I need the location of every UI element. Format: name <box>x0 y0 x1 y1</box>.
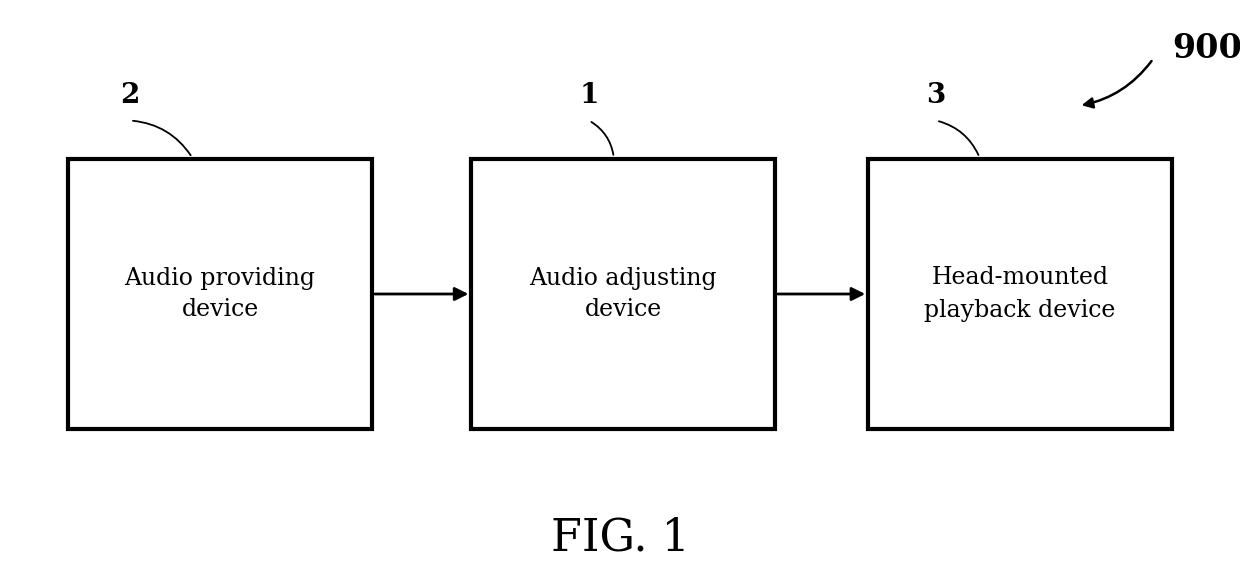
Text: 1: 1 <box>579 82 599 109</box>
Text: 3: 3 <box>926 82 946 109</box>
Text: Head-mounted
playback device: Head-mounted playback device <box>924 266 1116 322</box>
Text: 900: 900 <box>1172 32 1240 65</box>
Text: FIG. 1: FIG. 1 <box>551 516 689 560</box>
Bar <box>68 159 372 429</box>
Bar <box>868 159 1172 429</box>
Text: Audio providing
device: Audio providing device <box>124 266 316 322</box>
Text: Audio adjusting
device: Audio adjusting device <box>529 266 717 322</box>
Bar <box>471 159 775 429</box>
Text: 2: 2 <box>120 82 140 109</box>
